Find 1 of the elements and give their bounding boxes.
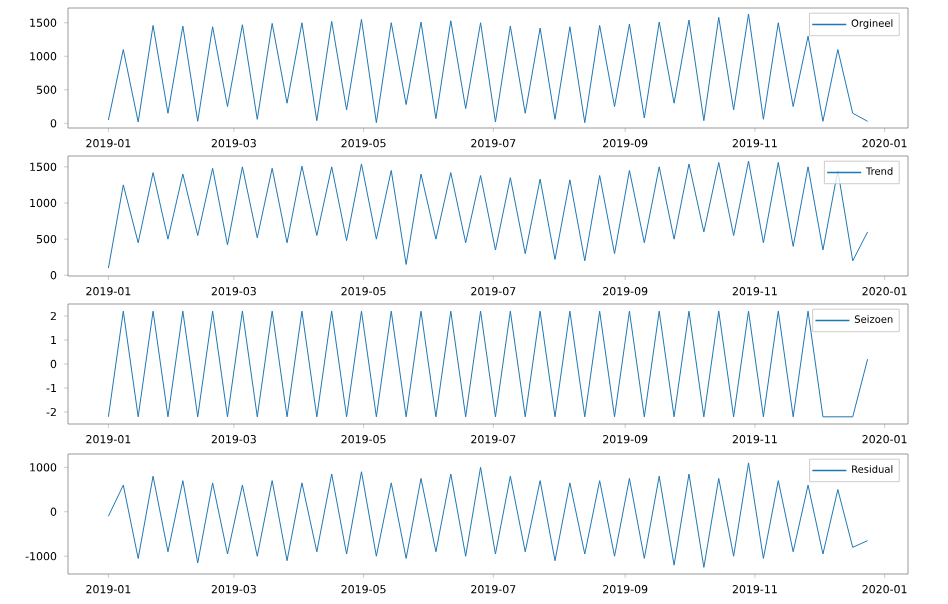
line-series xyxy=(107,160,869,269)
